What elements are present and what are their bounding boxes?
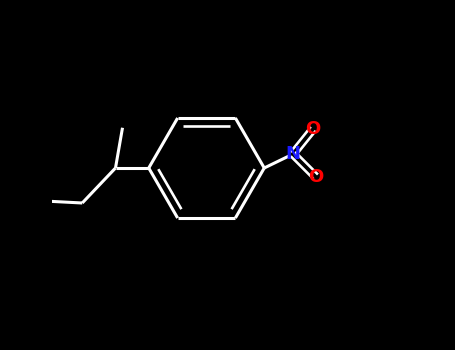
Text: N: N (285, 145, 300, 163)
Text: O: O (308, 168, 324, 186)
Text: O: O (306, 120, 321, 138)
